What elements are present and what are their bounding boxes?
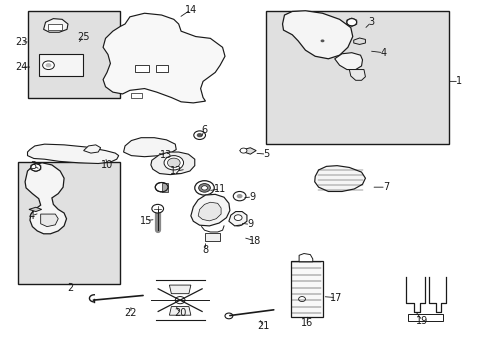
Circle shape <box>320 40 324 42</box>
Text: 21: 21 <box>256 321 269 331</box>
Circle shape <box>198 184 210 192</box>
Circle shape <box>167 158 180 167</box>
Polygon shape <box>123 138 176 157</box>
Circle shape <box>31 164 41 171</box>
Text: 13: 13 <box>160 150 172 160</box>
Polygon shape <box>43 19 68 32</box>
Text: 17: 17 <box>329 293 342 303</box>
Text: 1: 1 <box>455 76 461 86</box>
Text: 4: 4 <box>28 211 35 221</box>
Polygon shape <box>169 307 190 315</box>
Bar <box>266 12 448 144</box>
Text: 24: 24 <box>15 62 27 72</box>
Text: 2: 2 <box>67 283 73 293</box>
Text: 9: 9 <box>249 192 255 202</box>
Text: 12: 12 <box>170 166 182 176</box>
Text: 22: 22 <box>124 309 137 318</box>
Text: 23: 23 <box>15 37 27 47</box>
Polygon shape <box>299 253 312 262</box>
Circle shape <box>236 194 242 198</box>
Polygon shape <box>348 69 365 80</box>
Polygon shape <box>25 163 66 234</box>
Polygon shape <box>290 261 322 317</box>
Text: 14: 14 <box>184 5 197 15</box>
Circle shape <box>201 186 207 190</box>
Polygon shape <box>103 13 224 103</box>
Text: 18: 18 <box>248 236 261 246</box>
Text: 6: 6 <box>201 125 207 135</box>
Text: 3: 3 <box>367 17 374 27</box>
Text: 9: 9 <box>247 220 253 229</box>
Polygon shape <box>239 148 256 154</box>
Circle shape <box>175 297 184 304</box>
Polygon shape <box>41 214 58 226</box>
Polygon shape <box>161 183 167 192</box>
Polygon shape <box>151 152 194 175</box>
Polygon shape <box>169 285 190 294</box>
Bar <box>135 65 149 72</box>
Text: 10: 10 <box>101 159 113 170</box>
Text: 15: 15 <box>140 216 152 225</box>
Text: 4: 4 <box>380 48 386 58</box>
Circle shape <box>298 297 305 302</box>
Text: 7: 7 <box>382 182 388 192</box>
Polygon shape <box>190 194 229 226</box>
Polygon shape <box>198 202 221 221</box>
Polygon shape <box>27 144 119 163</box>
Circle shape <box>155 183 167 192</box>
Circle shape <box>240 148 246 153</box>
Circle shape <box>193 131 205 139</box>
Circle shape <box>42 61 54 69</box>
Bar <box>39 54 82 76</box>
Circle shape <box>152 204 163 213</box>
Circle shape <box>45 63 51 67</box>
Circle shape <box>233 192 245 201</box>
Circle shape <box>346 19 356 26</box>
Text: 5: 5 <box>263 149 269 159</box>
Circle shape <box>234 215 242 221</box>
Circle shape <box>196 133 202 137</box>
Bar <box>407 314 443 320</box>
Text: 16: 16 <box>300 319 312 328</box>
Text: 3: 3 <box>31 161 37 171</box>
Polygon shape <box>334 53 362 69</box>
Text: 19: 19 <box>415 316 427 325</box>
Bar <box>204 233 220 241</box>
Polygon shape <box>282 11 352 59</box>
Polygon shape <box>83 145 101 153</box>
Circle shape <box>233 219 243 226</box>
Circle shape <box>194 181 214 195</box>
Polygon shape <box>314 166 365 192</box>
Bar <box>18 162 120 284</box>
Bar <box>156 65 167 72</box>
Bar <box>48 24 62 30</box>
Polygon shape <box>228 212 246 226</box>
Text: 25: 25 <box>77 32 90 41</box>
Text: 11: 11 <box>214 184 226 194</box>
Polygon shape <box>353 38 365 44</box>
Circle shape <box>224 313 232 319</box>
Circle shape <box>163 156 183 170</box>
Bar <box>27 12 120 98</box>
Polygon shape <box>29 207 41 212</box>
Text: 8: 8 <box>202 245 208 255</box>
Text: 20: 20 <box>174 309 186 318</box>
Bar <box>131 93 142 98</box>
